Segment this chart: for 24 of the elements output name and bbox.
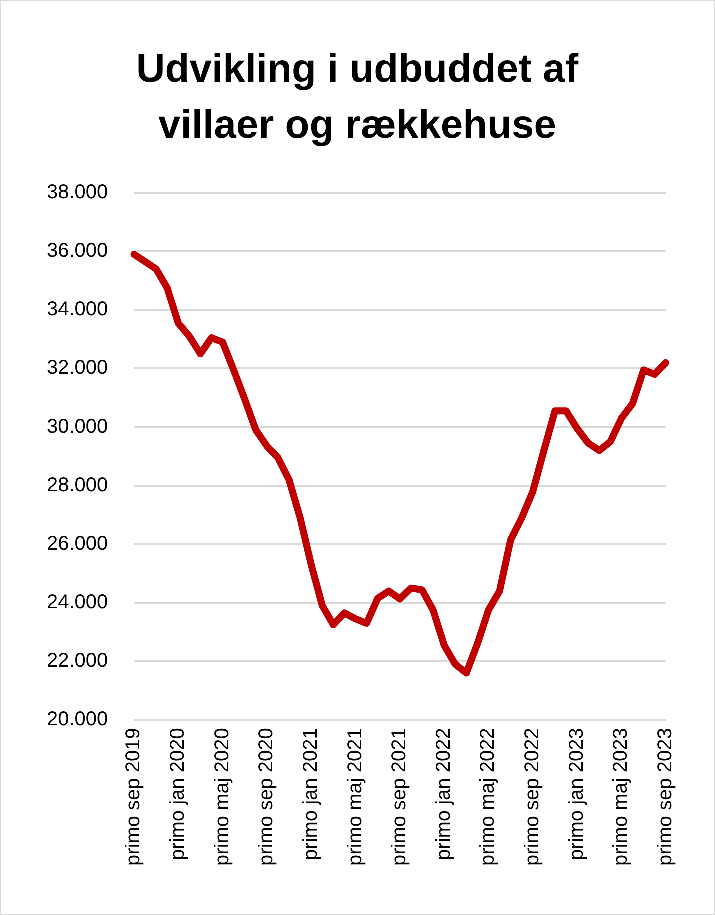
- x-tick-label: primo sep 2020: [256, 728, 278, 866]
- y-tick-label: 32.000: [47, 357, 108, 380]
- x-tick-label: primo sep 2019: [122, 728, 145, 866]
- y-tick-label: 36.000: [47, 240, 108, 262]
- y-tick-label: 26.000: [47, 532, 108, 555]
- y-tick-label: 34.000: [47, 298, 108, 321]
- x-tick-label: primo maj 2020: [211, 728, 234, 866]
- x-tick-label: primo jan 2022: [432, 728, 455, 860]
- x-tick-label: primo jan 2020: [167, 728, 190, 860]
- y-tick-label: 28.000: [47, 474, 108, 496]
- chart-title: Udvikling i udbuddet af villaer og rækkehuse: [135, 46, 580, 149]
- y-tick-label: 20.000: [47, 708, 108, 731]
- x-tick-label: primo sep 2021: [388, 728, 411, 866]
- y-tick-label: 24.000: [47, 592, 108, 614]
- y-tick-label: 22.000: [47, 650, 108, 672]
- x-tick-label: primo maj 2022: [477, 728, 500, 866]
- x-tick-label: primo jan 2021: [300, 728, 322, 860]
- x-tick-label: primo maj 2023: [610, 728, 632, 866]
- x-tick-label: primo sep 2023: [654, 728, 677, 866]
- y-tick-label: 38.000: [47, 182, 108, 204]
- y-tick-label: 30.000: [47, 416, 108, 438]
- x-tick-label: primo jan 2023: [566, 728, 588, 860]
- x-tick-label: primo maj 2021: [344, 728, 366, 866]
- x-tick-label: primo sep 2022: [522, 728, 544, 866]
